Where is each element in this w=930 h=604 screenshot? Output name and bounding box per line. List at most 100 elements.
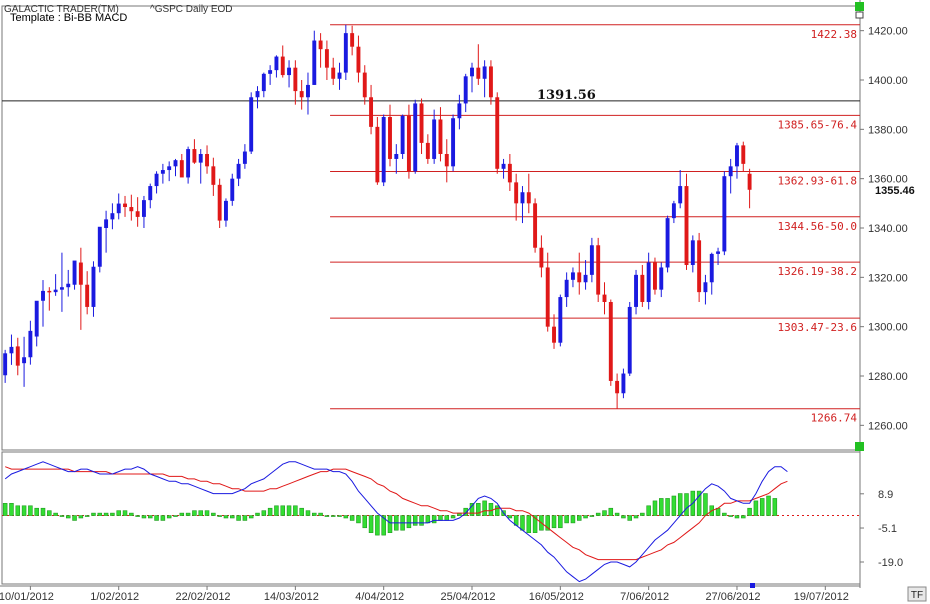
macd-hist-bar — [494, 505, 500, 516]
candle — [123, 195, 127, 217]
candle — [602, 282, 607, 315]
candle — [640, 265, 645, 307]
candle — [362, 65, 367, 105]
candle — [104, 210, 109, 253]
candle — [646, 252, 651, 310]
candle-body — [583, 274, 588, 283]
candle-body — [350, 33, 355, 47]
candle-body — [388, 117, 392, 159]
candle-body — [400, 115, 405, 154]
macd-hist-bar — [406, 515, 412, 529]
candle — [154, 171, 159, 194]
candle-body — [671, 203, 676, 219]
candle-body — [331, 67, 336, 79]
candle-body — [287, 67, 292, 76]
macd-hist-bar — [84, 515, 90, 517]
candle-body — [697, 240, 702, 293]
macd-hist-bar — [488, 503, 494, 516]
candle-body — [514, 182, 519, 204]
candle-body — [66, 283, 71, 288]
candle — [375, 117, 380, 185]
candle — [514, 173, 519, 221]
candle — [741, 141, 746, 172]
macd-hist-bar — [577, 515, 582, 521]
candle-body — [653, 262, 657, 290]
candle — [280, 45, 285, 78]
candle-body — [419, 103, 424, 143]
macd-hist-bar — [665, 498, 670, 516]
candle-body — [646, 262, 651, 302]
macd-hist-bar — [343, 515, 349, 519]
macd-hist-bar — [356, 515, 361, 524]
candle — [141, 195, 146, 228]
symbol-line: ^GSPC Daily EOD — [150, 4, 233, 15]
macd-hist-bar — [312, 512, 317, 516]
candle — [684, 173, 689, 270]
candle — [135, 197, 140, 227]
candle — [608, 299, 613, 386]
candle — [596, 237, 601, 302]
candle — [236, 158, 241, 187]
macd-hist-bar — [204, 510, 210, 516]
macd-hist-bar — [217, 515, 222, 517]
candle-body — [104, 219, 109, 228]
candle-body — [59, 287, 64, 290]
fib-label: 1266.74 — [811, 412, 858, 425]
candle — [583, 260, 588, 290]
candle — [34, 300, 39, 347]
tf-button[interactable]: TF — [907, 586, 927, 602]
candle-body — [741, 145, 746, 164]
macd-hist-bar — [476, 503, 481, 516]
macd-hist-bar — [753, 500, 759, 516]
candle-body — [722, 176, 727, 252]
macd-hist-bar — [148, 515, 153, 519]
candle-body — [678, 186, 683, 204]
candle-body — [709, 253, 714, 283]
candle — [85, 271, 90, 315]
candle — [621, 368, 626, 399]
candle — [343, 24, 348, 80]
macd-hist-bar — [141, 515, 147, 519]
candle — [129, 194, 134, 221]
x-tick-label: 1/02/2012 — [90, 591, 139, 603]
macd-hist-bar — [734, 515, 740, 519]
x-tick-label: 27/06/2012 — [705, 591, 760, 603]
candle — [230, 173, 235, 206]
candle — [495, 92, 500, 174]
macd-hist-bar — [545, 515, 550, 531]
x-tick-label: 14/03/2012 — [264, 591, 319, 603]
macd-hist-bar — [589, 515, 595, 517]
macd-hist-bar — [242, 515, 248, 521]
fib-label: 1326.19-38.2 — [778, 265, 857, 278]
macd-hist-bar — [330, 515, 336, 517]
macd-hist-bar — [425, 515, 431, 524]
macd-hist-bar — [286, 505, 292, 516]
macd-hist-bar — [15, 505, 21, 516]
candle-body — [9, 346, 14, 354]
candle-body — [369, 97, 374, 127]
candle-body — [621, 373, 626, 394]
macd-hist-bar — [34, 507, 39, 516]
candle — [293, 60, 298, 105]
candle-body — [224, 200, 228, 221]
candle — [425, 134, 430, 164]
candle-body — [457, 103, 462, 119]
candle — [205, 145, 209, 174]
candle — [148, 183, 153, 209]
candle — [457, 94, 462, 130]
template-label: Template : Bi-BB MACD — [10, 12, 127, 24]
window-restore-icon — [855, 11, 864, 19]
macd-hist-bar — [640, 512, 645, 516]
macd-hist-bar — [741, 515, 746, 519]
macd-hist-bar — [318, 512, 323, 516]
y-tick-label: 1280.00 — [868, 371, 908, 383]
candle-body — [501, 163, 506, 169]
candle-body — [545, 267, 550, 327]
candle-body — [570, 272, 575, 280]
candle — [533, 198, 538, 253]
macd-hist-bar — [293, 505, 298, 516]
x-tick-label: 16/05/2012 — [529, 591, 584, 603]
candle-body — [495, 97, 500, 169]
candle — [413, 99, 418, 174]
